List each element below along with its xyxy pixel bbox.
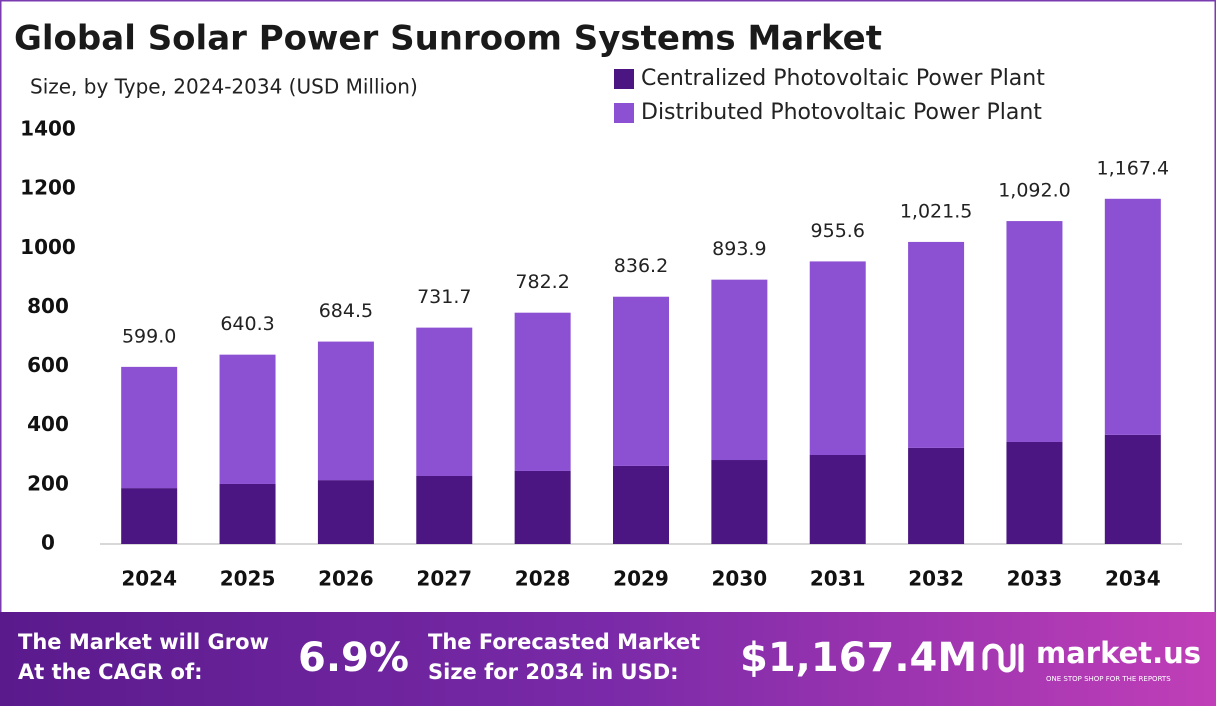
brand-logo — [982, 643, 1024, 673]
value-label: 684.5 — [319, 300, 373, 322]
footer-value: 6.9% — [298, 635, 409, 681]
footer-value: $1,167.4M — [740, 635, 977, 681]
bar-segment — [1006, 221, 1063, 442]
x-tick-label: 2025 — [220, 567, 276, 591]
y-tick-label: 1200 — [20, 176, 76, 200]
bar-segment — [121, 366, 178, 489]
bar-segment — [514, 470, 571, 544]
footer-text: The Market will Grow — [18, 630, 269, 654]
y-tick-label: 400 — [27, 412, 69, 436]
footer-band — [0, 612, 1216, 706]
x-tick-label: 2030 — [712, 567, 768, 591]
bar-segment — [711, 279, 768, 461]
legend-swatch — [614, 69, 634, 89]
bar-segment — [219, 354, 276, 484]
x-tick-label: 2027 — [416, 567, 472, 591]
x-tick-label: 2024 — [121, 567, 177, 591]
y-tick-label: 800 — [27, 294, 69, 318]
chart-subtitle: Size, by Type, 2024-2034 (USD Million) — [30, 75, 418, 99]
value-label: 640.3 — [220, 313, 274, 335]
x-tick-label: 2029 — [613, 567, 669, 591]
y-tick-label: 1400 — [20, 117, 76, 141]
bar-segment — [416, 475, 473, 544]
x-tick-label: 2033 — [1007, 567, 1063, 591]
value-label: 836.2 — [614, 255, 668, 277]
bar-segment — [908, 241, 965, 448]
bar-segment — [1104, 434, 1161, 544]
value-label: 782.2 — [515, 271, 569, 293]
bar-segment — [1104, 198, 1161, 435]
bar-segment — [317, 341, 374, 481]
bar-segment — [711, 460, 768, 544]
bar-segment — [219, 483, 276, 544]
value-label: 1,092.0 — [998, 180, 1071, 202]
value-label: 599.0 — [122, 325, 176, 347]
y-tick-label: 600 — [27, 353, 69, 377]
brand: market.us — [1036, 636, 1201, 670]
x-tick-label: 2031 — [810, 567, 866, 591]
bar-segment — [514, 312, 571, 471]
footer-text: At the CAGR of: — [18, 660, 203, 684]
y-tick-label: 0 — [41, 531, 55, 555]
x-tick-label: 2026 — [318, 567, 374, 591]
value-label: 1,021.5 — [900, 200, 973, 222]
chart-title: Global Solar Power Sunroom Systems Marke… — [14, 19, 882, 59]
value-label: 955.6 — [811, 220, 865, 242]
bar-segment — [416, 327, 473, 476]
tagline: ONE STOP SHOP FOR THE REPORTS — [1046, 675, 1171, 683]
bar-segment — [908, 447, 965, 544]
x-tick-label: 2034 — [1105, 567, 1161, 591]
bar-segment — [1006, 441, 1063, 544]
bar-segment — [809, 261, 866, 455]
legend-swatch — [614, 103, 634, 123]
y-tick-label: 200 — [27, 471, 69, 495]
bar-segment — [317, 480, 374, 544]
legend-label: Centralized Photovoltaic Power Plant — [641, 66, 1045, 91]
bar-segment — [613, 465, 669, 544]
y-tick-label: 1000 — [20, 235, 76, 259]
value-label: 731.7 — [417, 286, 471, 308]
bar-segment — [121, 488, 178, 544]
footer-text: Size for 2034 in USD: — [428, 660, 679, 684]
bar-segment — [809, 454, 866, 544]
legend-label: Distributed Photovoltaic Power Plant — [641, 100, 1042, 125]
x-tick-label: 2032 — [908, 567, 964, 591]
value-label: 1,167.4 — [1097, 157, 1170, 179]
x-tick-label: 2028 — [515, 567, 571, 591]
footer-text: The Forecasted Market — [428, 630, 700, 654]
bar-segment — [613, 296, 669, 466]
value-label: 893.9 — [712, 238, 766, 260]
